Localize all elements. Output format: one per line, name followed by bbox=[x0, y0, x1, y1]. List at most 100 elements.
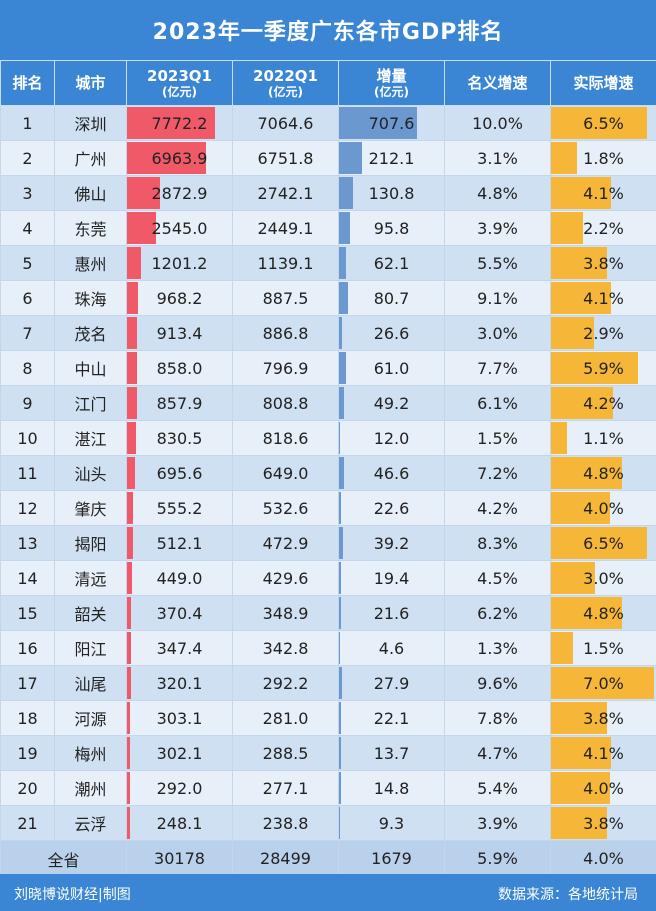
table-row: 5 惠州 1201.2 1139.1 62.1 5.5% 3.8% bbox=[0, 245, 656, 281]
increase-value: 4.6 bbox=[378, 638, 405, 658]
total-increase: 1679 bbox=[371, 849, 412, 868]
rank-value-cell: 1 bbox=[0, 105, 55, 141]
gdp2023-value-cell: 320.1 bbox=[126, 665, 233, 701]
gdp2022-value-cell: 887.5 bbox=[232, 280, 339, 316]
rank-value-cell: 11 bbox=[0, 455, 55, 491]
city-name: 潮州 bbox=[74, 780, 107, 799]
gdp2023-value: 2872.9 bbox=[151, 183, 208, 203]
gdp2023-value-bar bbox=[127, 282, 138, 314]
gdp2022-value-cell: 342.8 bbox=[232, 630, 339, 666]
increase-value-cell: 21.6 bbox=[338, 595, 445, 631]
gdp2023-value-cell: 2872.9 bbox=[126, 175, 233, 211]
total-gdp2023: 30178 bbox=[154, 849, 205, 868]
table-row: 3 佛山 2872.9 2742.1 130.8 4.8% 4.1% bbox=[0, 175, 656, 211]
increase-value-cell: 49.2 bbox=[338, 385, 445, 421]
increase-value-bar bbox=[339, 772, 341, 804]
increase-value-cell: 62.1 bbox=[338, 245, 445, 281]
real-growth-cell: 4.1% bbox=[550, 735, 656, 771]
city-name-cell: 河源 bbox=[54, 700, 127, 736]
real-growth: 2.2% bbox=[583, 218, 624, 238]
total-gdp2022: 28499 bbox=[260, 849, 311, 868]
gdp2022-value-cell: 288.5 bbox=[232, 735, 339, 771]
city-name: 河源 bbox=[74, 710, 107, 729]
gdp2023-value-cell: 858.0 bbox=[126, 350, 233, 386]
increase-value: 39.2 bbox=[373, 533, 410, 553]
increase-value: 212.1 bbox=[368, 148, 415, 168]
rank-value-cell: 18 bbox=[0, 700, 55, 736]
gdp2023-value-cell: 303.1 bbox=[126, 700, 233, 736]
city-name: 韶关 bbox=[74, 605, 107, 624]
gdp2022-value-cell: 429.6 bbox=[232, 560, 339, 596]
gdp2023-value: 858.0 bbox=[156, 358, 203, 378]
header-nominal: 名义增速 bbox=[444, 60, 551, 106]
nominal-growth: 5.4% bbox=[477, 778, 518, 798]
rank-value-cell: 20 bbox=[0, 770, 55, 806]
gdp2023-value-cell: 857.9 bbox=[126, 385, 233, 421]
gdp2022-value-cell: 277.1 bbox=[232, 770, 339, 806]
nominal-growth-cell: 3.9% bbox=[444, 210, 551, 246]
nominal-growth-cell: 1.3% bbox=[444, 630, 551, 666]
header-gdp2023-label: 2023Q1 bbox=[147, 66, 212, 85]
real-growth-bar bbox=[551, 807, 607, 839]
city-name: 梅州 bbox=[74, 745, 107, 764]
header-gdp2023-unit: (亿元) bbox=[162, 84, 197, 99]
gdp2023-value-bar bbox=[127, 772, 131, 804]
real-growth-cell: 3.0% bbox=[550, 560, 656, 596]
gdp2022-value: 532.6 bbox=[262, 498, 309, 518]
real-growth-bar bbox=[551, 562, 596, 594]
nominal-growth: 8.3% bbox=[477, 533, 518, 553]
nominal-growth: 3.1% bbox=[477, 148, 518, 168]
increase-value: 14.8 bbox=[373, 778, 410, 798]
table-row: 13 揭阳 512.1 472.9 39.2 8.3% 6.5% bbox=[0, 525, 656, 561]
gdp2023-value: 695.6 bbox=[156, 463, 203, 483]
increase-value-bar bbox=[339, 457, 345, 489]
rank-value: 7 bbox=[22, 323, 33, 343]
real-growth-cell: 3.8% bbox=[550, 805, 656, 841]
real-growth-bar bbox=[551, 142, 578, 174]
real-growth-cell: 2.9% bbox=[550, 315, 656, 351]
rank-value-cell: 15 bbox=[0, 595, 55, 631]
rank-value: 19 bbox=[17, 743, 38, 763]
real-growth-cell: 5.9% bbox=[550, 350, 656, 386]
rank-value: 5 bbox=[22, 253, 33, 273]
gdp2022-value: 649.0 bbox=[262, 463, 309, 483]
real-growth: 7.0% bbox=[583, 673, 624, 693]
city-name-cell: 珠海 bbox=[54, 280, 127, 316]
nominal-growth: 5.5% bbox=[477, 253, 518, 273]
gdp2023-value-bar bbox=[127, 737, 131, 769]
table-row: 1 深圳 7772.2 7064.6 707.6 10.0% 6.5% bbox=[0, 105, 656, 141]
real-growth-bar bbox=[551, 632, 574, 664]
real-growth: 6.5% bbox=[583, 113, 624, 133]
header-gdp2022: 2022Q1 (亿元) bbox=[232, 60, 339, 106]
table-row: 15 韶关 370.4 348.9 21.6 6.2% 4.8% bbox=[0, 595, 656, 631]
increase-value: 13.7 bbox=[373, 743, 410, 763]
real-growth: 1.8% bbox=[583, 148, 624, 168]
nominal-growth: 6.2% bbox=[477, 603, 518, 623]
increase-value-cell: 212.1 bbox=[338, 140, 445, 176]
rank-value: 4 bbox=[22, 218, 33, 238]
increase-value-bar bbox=[339, 107, 417, 139]
gdp2022-value-cell: 886.8 bbox=[232, 315, 339, 351]
gdp2022-value: 887.5 bbox=[262, 288, 309, 308]
increase-value-bar bbox=[339, 352, 346, 384]
real-growth-cell: 2.2% bbox=[550, 210, 656, 246]
rank-value: 18 bbox=[17, 708, 38, 728]
real-growth-bar bbox=[551, 212, 584, 244]
real-growth-cell: 4.1% bbox=[550, 280, 656, 316]
gdp2022-value-cell: 348.9 bbox=[232, 595, 339, 631]
real-growth-bar bbox=[551, 177, 612, 209]
increase-value: 19.4 bbox=[373, 568, 410, 588]
gdp2022-value-cell: 292.2 bbox=[232, 665, 339, 701]
nominal-growth-cell: 7.7% bbox=[444, 350, 551, 386]
header-gdp2022-label: 2022Q1 bbox=[253, 66, 318, 85]
rank-value: 10 bbox=[17, 428, 38, 448]
city-name-cell: 中山 bbox=[54, 350, 127, 386]
gdp2023-value-bar bbox=[127, 702, 131, 734]
rank-value-cell: 4 bbox=[0, 210, 55, 246]
gdp2023-value-cell: 302.1 bbox=[126, 735, 233, 771]
gdp2022-value: 808.8 bbox=[262, 393, 309, 413]
increase-value: 27.9 bbox=[373, 673, 410, 693]
city-name: 云浮 bbox=[74, 815, 107, 834]
gdp2023-value: 303.1 bbox=[156, 708, 203, 728]
rank-value-cell: 13 bbox=[0, 525, 55, 561]
